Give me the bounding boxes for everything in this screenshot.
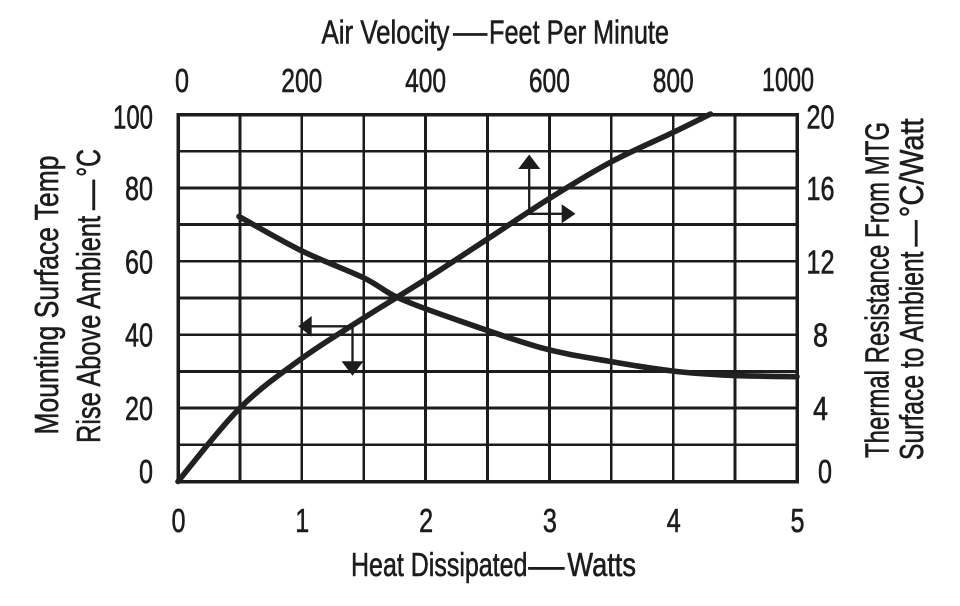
svg-text:0: 0 <box>172 502 186 539</box>
svg-text:2: 2 <box>419 502 433 539</box>
svg-text:Mounting Surface Temp: Mounting Surface Temp <box>28 156 65 435</box>
svg-text:4: 4 <box>813 390 828 427</box>
svg-text:5: 5 <box>791 502 805 539</box>
svg-text:0: 0 <box>175 62 189 99</box>
svg-text:8: 8 <box>813 317 828 354</box>
svg-text:200: 200 <box>281 62 322 99</box>
svg-text:0: 0 <box>139 453 153 490</box>
svg-text:20: 20 <box>125 390 153 427</box>
svg-text:400: 400 <box>405 62 446 99</box>
svg-text:°C/Watt: °C/Watt <box>893 119 930 218</box>
svg-text:20: 20 <box>807 99 835 136</box>
svg-text:°C: °C <box>70 149 107 177</box>
svg-text:Rise Above Ambient: Rise Above Ambient <box>70 216 107 443</box>
svg-text:Heat Dissipated: Heat Dissipated <box>351 546 527 583</box>
svg-text:80: 80 <box>125 170 153 207</box>
svg-text:Feet Per Minute: Feet Per Minute <box>489 14 669 51</box>
svg-text:100: 100 <box>113 99 153 136</box>
svg-text:Watts: Watts <box>567 546 636 583</box>
svg-text:600: 600 <box>529 62 570 99</box>
svg-text:800: 800 <box>653 62 694 99</box>
svg-text:1: 1 <box>295 502 309 539</box>
svg-text:3: 3 <box>543 502 557 539</box>
svg-text:12: 12 <box>807 243 835 280</box>
svg-text:60: 60 <box>125 243 153 280</box>
svg-text:40: 40 <box>125 317 153 354</box>
svg-text:Surface to Ambient: Surface to Ambient <box>893 252 930 461</box>
svg-text:4: 4 <box>667 502 681 539</box>
svg-text:16: 16 <box>807 170 835 207</box>
svg-text:0: 0 <box>818 453 832 490</box>
svg-text:1000: 1000 <box>762 61 814 98</box>
svg-text:Air Velocity: Air Velocity <box>322 14 450 51</box>
svg-text:Thermal Resistance From MTG: Thermal Resistance From MTG <box>859 122 896 458</box>
